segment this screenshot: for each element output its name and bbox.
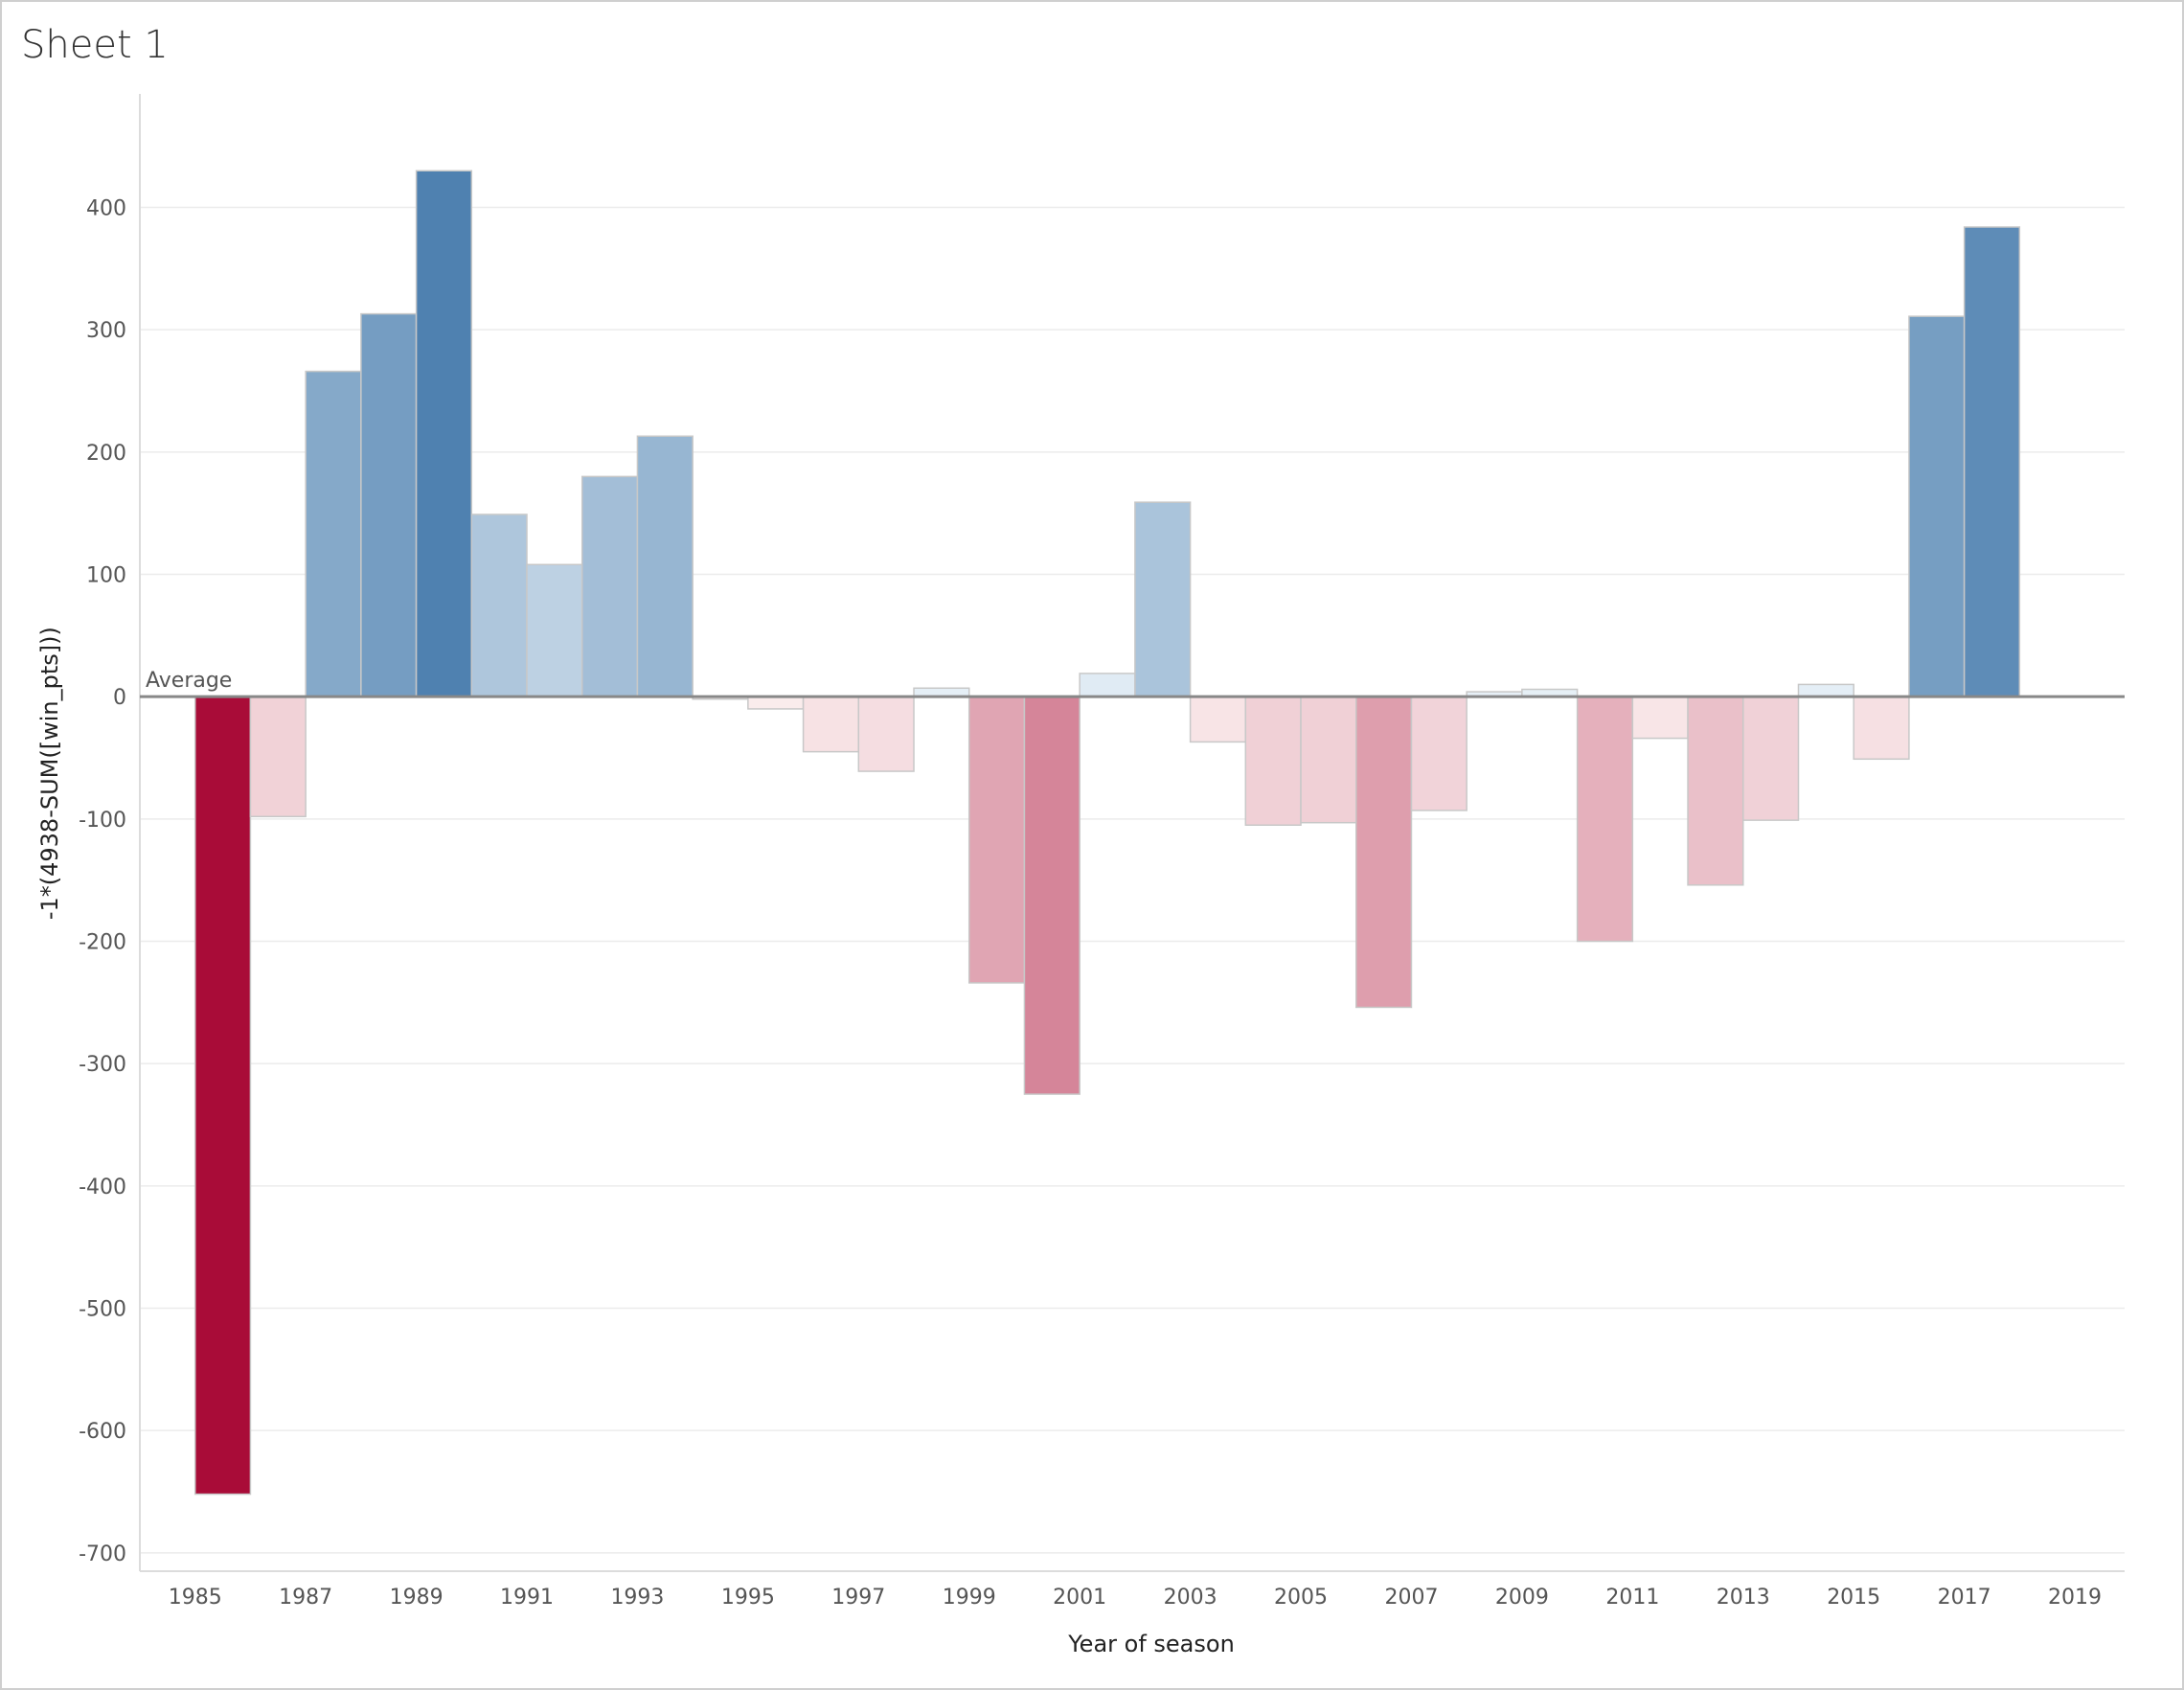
bar-1995[interactable] — [747, 696, 805, 710]
bar-1990[interactable] — [470, 514, 528, 697]
x-tick-label: 1997 — [831, 1586, 885, 1610]
bar-2017[interactable] — [1963, 226, 2021, 697]
bar-2002[interactable] — [1134, 501, 1192, 697]
y-tick-label: 200 — [86, 442, 126, 466]
y-tick-label: 300 — [86, 319, 126, 343]
y-tick-label: -300 — [79, 1053, 126, 1077]
bar-2000[interactable] — [1023, 696, 1081, 1095]
bar-2004[interactable] — [1244, 696, 1302, 826]
y-tick-label: -400 — [79, 1176, 126, 1199]
bar-2005[interactable] — [1300, 696, 1357, 824]
y-tick-label: -500 — [79, 1298, 126, 1322]
bar-1989[interactable] — [415, 170, 473, 697]
bar-1991[interactable] — [526, 563, 583, 697]
bar-2012[interactable] — [1687, 696, 1744, 886]
y-tick-label: -700 — [79, 1542, 126, 1566]
y-tick-label: 400 — [86, 197, 126, 221]
x-tick-label: 1987 — [279, 1586, 332, 1610]
x-tick-label: 1989 — [390, 1586, 444, 1610]
x-tick-label: 2007 — [1384, 1586, 1438, 1610]
bar-2007[interactable] — [1410, 696, 1467, 811]
x-tick-label: 2015 — [1827, 1586, 1880, 1610]
y-tick-label: -600 — [79, 1420, 126, 1444]
x-tick-label: 2005 — [1274, 1586, 1328, 1610]
x-tick-label: 1985 — [169, 1586, 222, 1610]
bar-1999[interactable] — [967, 696, 1026, 984]
bar-2013[interactable] — [1742, 696, 1800, 821]
x-tick-label: 1995 — [721, 1586, 775, 1610]
bars — [193, 170, 2021, 1496]
bar-1986[interactable] — [249, 696, 307, 818]
sheet-title: Sheet 1 — [21, 23, 169, 67]
bar-1987[interactable] — [305, 370, 362, 697]
gridlines — [140, 206, 2125, 1554]
bar-2006[interactable] — [1354, 696, 1413, 1009]
x-tick-label: 2011 — [1605, 1586, 1659, 1610]
bar-2003[interactable] — [1189, 696, 1247, 743]
bar-1985[interactable] — [193, 696, 252, 1496]
bar-1993[interactable] — [636, 435, 694, 697]
x-tick-label: 2003 — [1164, 1586, 1217, 1610]
bar-1992[interactable] — [580, 475, 639, 697]
bar-2016[interactable] — [1908, 315, 1966, 697]
bar-2015[interactable] — [1853, 696, 1910, 761]
bar-2001[interactable] — [1079, 673, 1136, 697]
bar-2011[interactable] — [1631, 696, 1689, 740]
y-tick-label: 100 — [86, 564, 126, 588]
y-tick-label: -200 — [79, 931, 126, 955]
x-tick-label: 1999 — [943, 1586, 996, 1610]
x-tick-label: 2017 — [1938, 1586, 1991, 1610]
y-tick-label: 0 — [113, 686, 126, 710]
x-tick-label: 2019 — [2048, 1586, 2102, 1610]
x-tick-label: 1993 — [610, 1586, 664, 1610]
bar-2010[interactable] — [1576, 696, 1634, 943]
axes: 400 300 200 100 0 -100 -200 -300 -400 -500 -600 -70… — [79, 94, 2125, 1610]
average-label: Average — [146, 669, 232, 693]
y-axis-title: -1*(4938-SUM([win_pts])) — [36, 627, 63, 920]
x-tick-label: 1991 — [500, 1586, 554, 1610]
x-tick-label: 2001 — [1053, 1586, 1106, 1610]
x-tick-label: 2013 — [1717, 1586, 1770, 1610]
y-tick-label: -100 — [79, 809, 126, 833]
x-axis-title: Year of season — [1067, 1631, 1235, 1657]
bar-1997[interactable] — [857, 696, 915, 772]
bar-1988[interactable] — [360, 312, 418, 697]
x-tick-label: 2009 — [1495, 1586, 1549, 1610]
bar-2014[interactable] — [1797, 683, 1854, 697]
bar-1996[interactable] — [802, 696, 860, 753]
